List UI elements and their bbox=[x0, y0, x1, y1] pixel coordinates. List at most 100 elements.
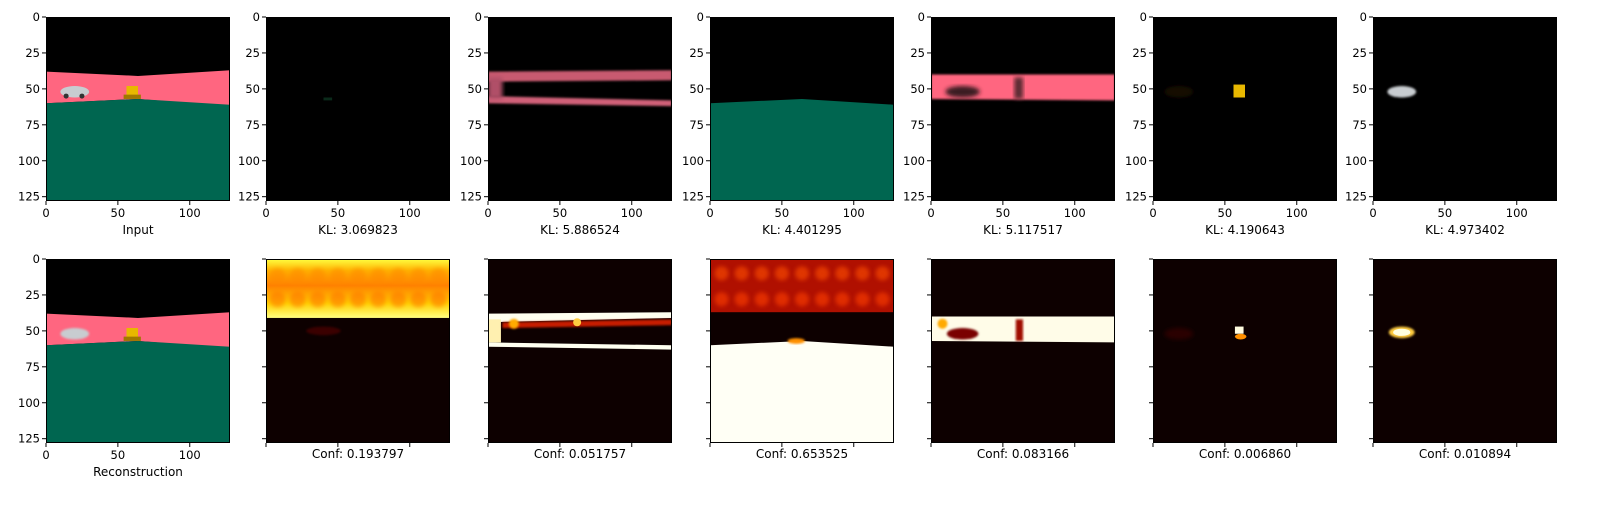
y-tick-label: 75 bbox=[25, 118, 40, 132]
x-tick-label: 100 bbox=[621, 206, 643, 220]
y-tick-label: 125 bbox=[18, 190, 40, 204]
panel-frame bbox=[710, 259, 894, 443]
conf-hot-spot bbox=[774, 292, 789, 307]
panel-image bbox=[1373, 17, 1557, 201]
conf-hot-spot bbox=[390, 268, 407, 285]
y-tick-label: 25 bbox=[689, 46, 704, 60]
x-tick-label: 50 bbox=[553, 206, 568, 220]
conf-hot-spot bbox=[815, 292, 830, 307]
panel-frame bbox=[931, 259, 1115, 443]
conf-hot-spot bbox=[734, 266, 749, 281]
car-wheel bbox=[79, 93, 85, 99]
conf-edge-spot bbox=[937, 318, 948, 329]
panel-caption: Conf: 0.653525 bbox=[756, 447, 848, 461]
panel-confidence-2: Conf: 0.051757 bbox=[484, 258, 672, 461]
panel-image bbox=[266, 17, 450, 201]
conf-object-spot bbox=[573, 318, 582, 327]
panel-mask-4: 0 50 100 0 25 50 75 100 125 KL: 5.117517 bbox=[903, 10, 1115, 237]
panel-confidence-1: Conf: 0.193797 bbox=[262, 258, 450, 461]
panel-frame bbox=[488, 259, 672, 443]
panel-caption: KL: 4.190643 bbox=[1205, 223, 1285, 237]
y-tick-label: 50 bbox=[910, 82, 925, 96]
panel-caption: Conf: 0.010894 bbox=[1419, 447, 1511, 461]
y-tick-label: 50 bbox=[25, 324, 40, 338]
x-tick-label: 0 bbox=[1369, 206, 1376, 220]
conf-hot-spot bbox=[370, 291, 387, 308]
y-tick-label: 50 bbox=[25, 82, 40, 96]
panel-image bbox=[710, 259, 894, 443]
panel-image bbox=[1153, 17, 1337, 201]
conf-hot-spot bbox=[329, 291, 346, 308]
y-tick-label: 75 bbox=[910, 118, 925, 132]
conf-faint-car bbox=[1164, 328, 1194, 340]
mask-background bbox=[266, 17, 450, 201]
conf-hot-spot bbox=[410, 291, 427, 308]
conf-hot-spot bbox=[410, 268, 427, 285]
conf-hot-spot bbox=[855, 266, 870, 281]
panel-frame bbox=[1373, 17, 1557, 201]
panel-caption: KL: 5.886524 bbox=[540, 223, 620, 237]
y-tick-label: 0 bbox=[697, 10, 704, 24]
y-tick-label: 100 bbox=[18, 396, 40, 410]
panel-mask-1: 0 50 100 0 25 50 75 100 125 KL: 3.069823 bbox=[238, 10, 450, 237]
floor-region bbox=[46, 340, 230, 443]
conf-object-base bbox=[1234, 333, 1247, 340]
mask-background bbox=[1153, 17, 1337, 201]
conf-hot-spot bbox=[350, 291, 366, 308]
panel-frame bbox=[488, 17, 672, 201]
x-tick-label: 0 bbox=[42, 448, 49, 462]
conf-hot-spot bbox=[309, 268, 326, 285]
panel-frame bbox=[710, 17, 894, 201]
y-tick-label: 25 bbox=[25, 288, 40, 302]
x-tick-label: 0 bbox=[706, 206, 713, 220]
conf-background bbox=[488, 259, 672, 443]
object-base bbox=[123, 336, 141, 341]
conf-hot-spot bbox=[289, 291, 306, 308]
object-body bbox=[126, 86, 138, 98]
conf-hot-spot bbox=[309, 291, 326, 308]
conf-hot-spot bbox=[855, 292, 870, 307]
y-tick-label: 100 bbox=[1125, 154, 1147, 168]
panel-image bbox=[46, 259, 230, 443]
conf-hot-spot bbox=[754, 266, 769, 281]
y-tick-label: 125 bbox=[1345, 190, 1367, 204]
y-tick-label: 25 bbox=[25, 46, 40, 60]
panel-caption: Reconstruction bbox=[93, 465, 183, 479]
mask-car-hole bbox=[945, 86, 980, 98]
panel-frame bbox=[266, 17, 450, 201]
y-tick-label: 25 bbox=[910, 46, 925, 60]
y-tick-label: 125 bbox=[1125, 190, 1147, 204]
conf-hot-spot bbox=[350, 268, 366, 285]
x-tick-label: 0 bbox=[927, 206, 934, 220]
y-tick-label: 75 bbox=[25, 360, 40, 374]
y-tick-label: 100 bbox=[460, 154, 482, 168]
x-tick-label: 0 bbox=[484, 206, 491, 220]
conf-faint-blob bbox=[306, 326, 341, 336]
yellow-object bbox=[123, 86, 141, 99]
conf-hot-spot bbox=[430, 291, 447, 308]
conf-hot-spot bbox=[370, 268, 387, 285]
panel-mask-2: 0 50 100 0 25 50 75 100 125 KL: 5.886524 bbox=[460, 10, 672, 237]
floor-region bbox=[46, 98, 230, 201]
y-tick-label: 100 bbox=[903, 154, 925, 168]
conf-background bbox=[1153, 259, 1337, 443]
y-tick-label: 25 bbox=[467, 46, 482, 60]
panel-mask-5: 0 50 100 0 25 50 75 100 125 KL: 4.190643 bbox=[1125, 10, 1337, 237]
y-tick-label: 50 bbox=[1132, 82, 1147, 96]
y-tick-label: 0 bbox=[475, 10, 482, 24]
x-tick-label: 0 bbox=[42, 206, 49, 220]
conf-hot-top bbox=[266, 259, 450, 318]
conf-hot-spot bbox=[835, 266, 850, 281]
y-tick-label: 25 bbox=[1132, 46, 1147, 60]
conf-background bbox=[1373, 259, 1557, 443]
yellow-object bbox=[123, 328, 141, 341]
conf-car-spot bbox=[508, 318, 519, 329]
panel-caption: Conf: 0.006860 bbox=[1199, 447, 1291, 461]
panel-caption: Conf: 0.083166 bbox=[977, 447, 1069, 461]
mask-background bbox=[488, 17, 672, 201]
y-tick-label: 0 bbox=[918, 10, 925, 24]
panel-image bbox=[488, 17, 672, 201]
panel-frame bbox=[1153, 17, 1337, 201]
panel-frame bbox=[266, 259, 450, 443]
panel-image bbox=[931, 259, 1115, 443]
